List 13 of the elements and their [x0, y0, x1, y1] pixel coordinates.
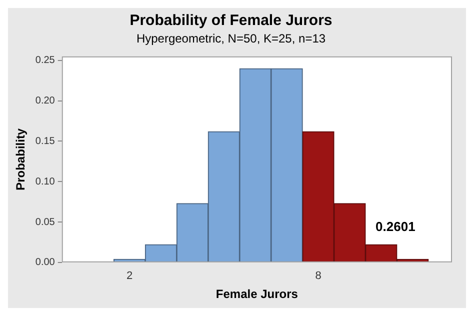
y-axis-title: Probability	[14, 128, 28, 190]
chart-title: Probability of Female Jurors	[130, 12, 332, 30]
y-tick-label: 0.00	[35, 257, 56, 268]
x-tick-label: 8	[315, 270, 322, 282]
annotation: 0.2601	[376, 218, 416, 234]
y-tick-label: 0.20	[35, 96, 56, 107]
chart-subtitle: Hypergeometric, N=50, K=25, n=13	[136, 32, 326, 46]
y-tick-label: 0.10	[35, 176, 56, 188]
y-tick-label: 0.05	[35, 216, 56, 228]
x-tick-label: 2	[126, 270, 133, 282]
x-axis-title: Female Jurors	[216, 287, 298, 302]
y-tick-label: 0.25	[35, 55, 56, 66]
y-tick-label: 0.15	[35, 136, 56, 147]
